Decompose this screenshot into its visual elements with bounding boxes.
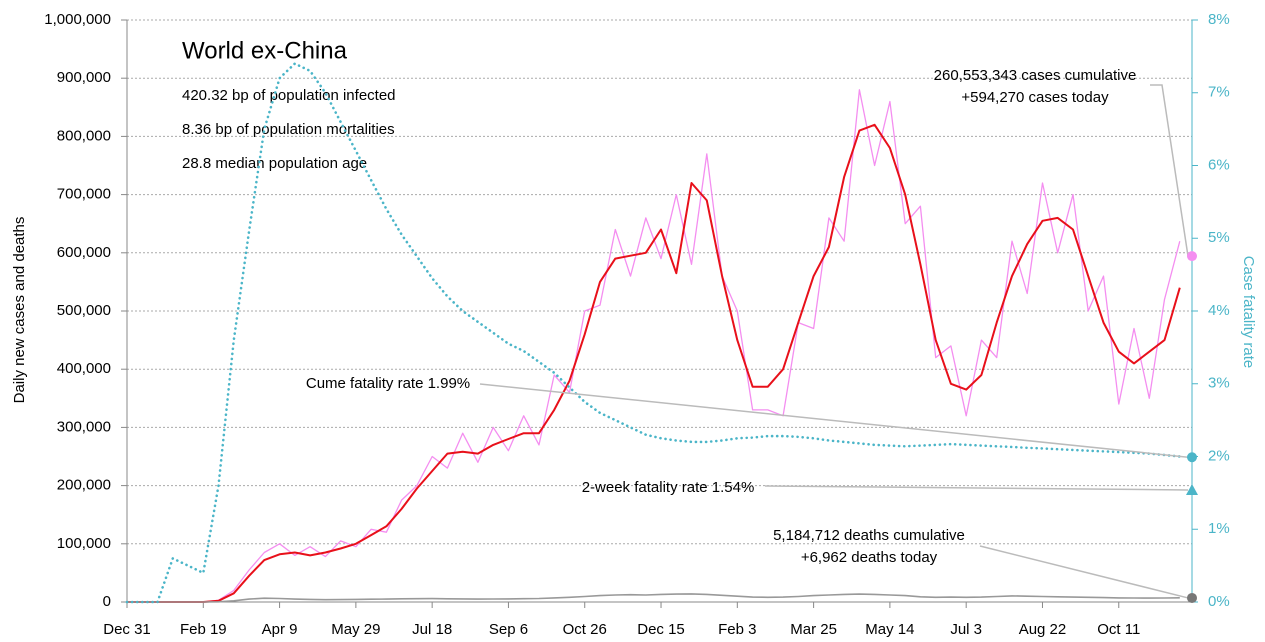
x-tick-label: May 14 [865, 621, 914, 638]
series-line [127, 593, 1180, 603]
y-tick-label: 500,000 [57, 302, 111, 319]
series-line [125, 62, 1182, 604]
annotation: 5,184,712 deaths cumulative [773, 527, 965, 544]
end-marker [1187, 452, 1197, 463]
annotation: +594,270 cases today [961, 89, 1109, 106]
annotation: 2-week fatality rate 1.54% [582, 479, 755, 496]
y-tick-label: 900,000 [57, 69, 111, 86]
subtitle: 8.36 bp of population mortalities [182, 121, 395, 138]
y2-tick-label: 8% [1208, 11, 1230, 28]
end-marker [1186, 483, 1198, 495]
x-tick-label: Feb 19 [180, 621, 227, 638]
chart-title: World ex-China [182, 37, 348, 64]
end-marker [1187, 592, 1197, 603]
annotation: Cume fatality rate 1.99% [306, 375, 470, 392]
y2-tick-label: 3% [1208, 375, 1230, 392]
y2-tick-label: 2% [1208, 447, 1230, 464]
y-tick-label: 700,000 [57, 186, 111, 203]
callout-line [979, 545, 1189, 599]
y2-tick-label: 6% [1208, 156, 1230, 173]
x-tick-label: Mar 25 [790, 621, 837, 638]
x-tick-label: Dec 31 [103, 621, 151, 638]
series-line [127, 123, 1181, 603]
callout-line [764, 485, 1189, 491]
x-tick-label: Oct 11 [1097, 621, 1140, 638]
annotation: +6,962 deaths today [801, 549, 938, 566]
y2-tick-label: 1% [1208, 520, 1230, 537]
subtitle: 420.32 bp of population infected [182, 87, 396, 104]
y2-tick-label: 4% [1208, 302, 1230, 319]
x-tick-label: Sep 6 [489, 621, 528, 638]
y2-tick-label: 5% [1208, 229, 1230, 246]
y-tick-label: 600,000 [57, 244, 111, 261]
y-tick-label: 100,000 [57, 535, 111, 552]
callout-line [479, 383, 1189, 458]
x-tick-label: Dec 15 [637, 621, 685, 638]
y2-tick-label: 7% [1208, 84, 1230, 101]
x-tick-label: Aug 22 [1019, 621, 1067, 638]
x-tick-label: Apr 9 [262, 621, 298, 638]
y-tick-label: 400,000 [57, 360, 111, 377]
x-tick-label: Oct 26 [563, 621, 607, 638]
y-tick-label: 200,000 [57, 477, 111, 494]
callout-line [1150, 84, 1189, 257]
x-tick-label: Jul 3 [950, 621, 982, 638]
x-tick-label: Jul 18 [412, 621, 452, 638]
y2-axis-label: Case fatality rate [1240, 256, 1257, 369]
x-tick-label: May 29 [331, 621, 380, 638]
end-marker [1187, 251, 1197, 262]
y-tick-label: 1,000,000 [44, 11, 111, 28]
x-tick-label: Feb 3 [718, 621, 756, 638]
y-tick-label: 0 [103, 593, 111, 610]
y2-tick-label: 0% [1208, 593, 1230, 610]
subtitle: 28.8 median population age [182, 155, 367, 172]
y-tick-label: 300,000 [57, 418, 111, 435]
annotation: 260,553,343 cases cumulative [934, 67, 1137, 84]
y-axis-label: Daily new cases and deaths [11, 217, 28, 404]
y-tick-label: 800,000 [57, 127, 111, 144]
